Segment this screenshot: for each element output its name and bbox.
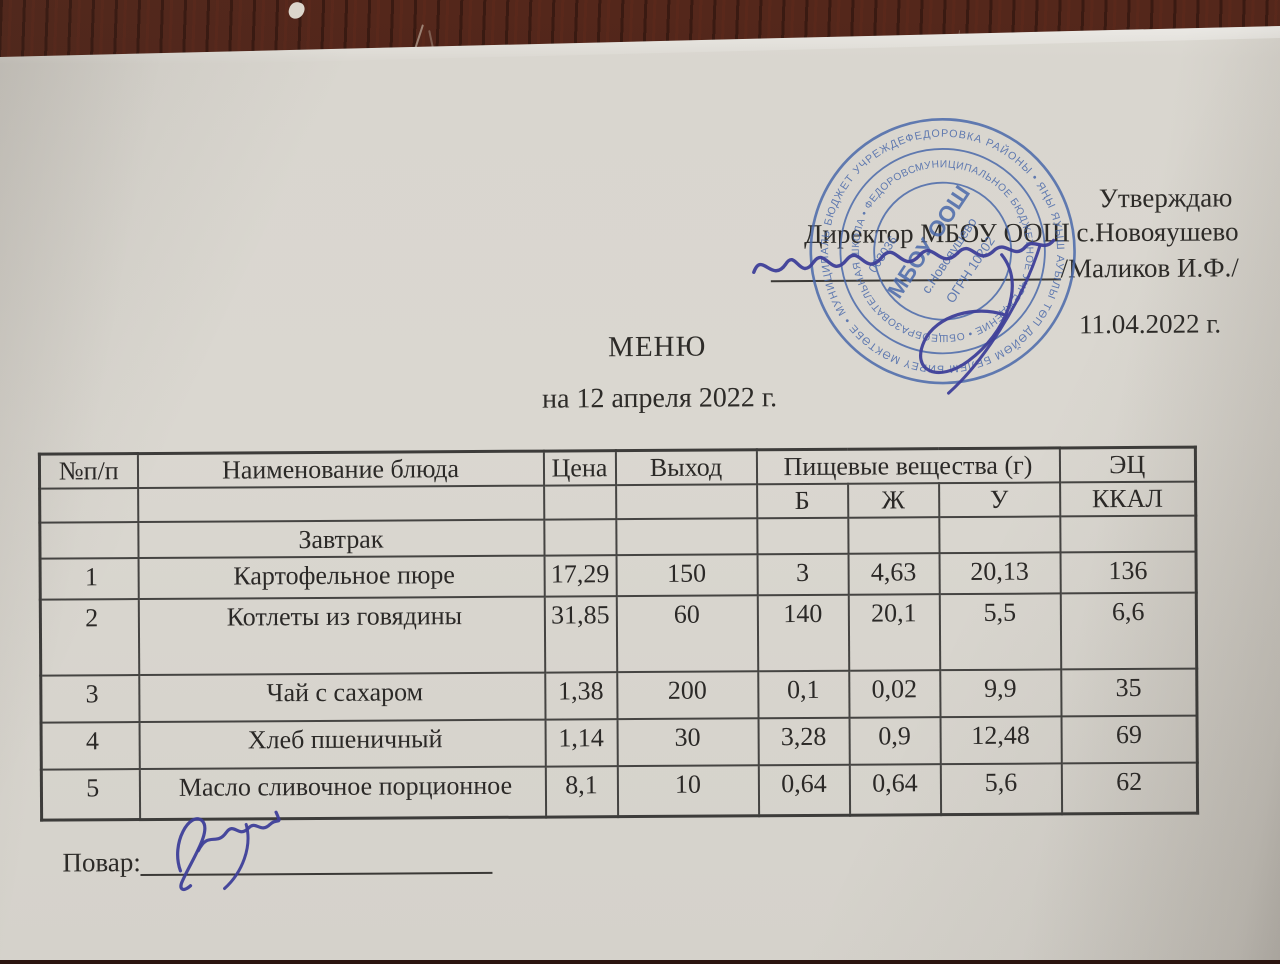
table-row: 4 Хлеб пшеничный 1,14 30 3,28 0,9 12,48 … bbox=[41, 715, 1198, 770]
row-fat: 0,64 bbox=[849, 764, 941, 815]
empty-cell bbox=[39, 522, 139, 559]
row-output: 30 bbox=[617, 718, 759, 767]
empty-cell bbox=[137, 485, 544, 523]
round-stamp: ФЕДОРОВКА РАЙОНЫ • ЯҢЫ ЯУЫШ АУЫЛЫ ТӨП ДӨ… bbox=[804, 111, 1082, 391]
row-carbs: 12,48 bbox=[940, 716, 1062, 765]
menu-table: №п/п Наименование блюда Цена Выход Пищев… bbox=[37, 445, 1200, 822]
row-protein: 0,64 bbox=[758, 764, 850, 816]
empty-cell bbox=[39, 488, 138, 523]
table-row: 3 Чай с сахаром 1,38 200 0,1 0,02 9,9 35 bbox=[40, 668, 1198, 723]
row-protein: 0,1 bbox=[757, 670, 850, 719]
row-output: 200 bbox=[616, 671, 759, 720]
row-protein: 3,28 bbox=[758, 717, 850, 766]
empty-cell bbox=[615, 518, 758, 556]
row-kcal: 6,6 bbox=[1060, 592, 1197, 670]
row-price: 8,1 bbox=[545, 766, 618, 817]
row-num: 1 bbox=[40, 558, 139, 600]
empty-cell bbox=[756, 517, 849, 555]
row-price: 1,38 bbox=[544, 672, 618, 720]
header-output: Выход bbox=[615, 449, 757, 486]
row-num: 3 bbox=[40, 675, 140, 723]
stamp-outer-circle bbox=[809, 117, 1076, 385]
row-output: 60 bbox=[616, 595, 758, 673]
row-kcal: 35 bbox=[1060, 668, 1198, 717]
subheader-kcal: ККАЛ bbox=[1059, 481, 1196, 517]
cook-signature-ink bbox=[176, 810, 281, 891]
stamp-inner-circle bbox=[873, 181, 1013, 321]
row-protein: 3 bbox=[757, 553, 849, 596]
empty-cell bbox=[615, 484, 757, 520]
desk-scratch bbox=[414, 24, 424, 50]
row-kcal: 69 bbox=[1061, 715, 1198, 764]
desk-scratch bbox=[428, 29, 434, 49]
row-output: 10 bbox=[617, 765, 759, 817]
subheader-protein: Б bbox=[756, 483, 848, 519]
row-fat: 20,1 bbox=[848, 594, 940, 671]
row-carbs: 5,5 bbox=[939, 593, 1061, 671]
row-dish: Котлеты из говядины bbox=[138, 596, 545, 676]
empty-cell bbox=[938, 516, 1061, 554]
row-dish: Чай с сахаром bbox=[138, 672, 546, 723]
header-dish: Наименование блюда bbox=[137, 451, 544, 489]
cook-label: Повар: bbox=[62, 847, 141, 878]
header-num: №п/п bbox=[39, 453, 138, 489]
row-num: 4 bbox=[41, 722, 140, 770]
empty-cell bbox=[543, 519, 617, 556]
row-dish: Картофельное пюре bbox=[138, 555, 545, 600]
table-row: 1 Картофельное пюре 17,29 150 3 4,63 20,… bbox=[40, 551, 1197, 600]
row-num: 2 bbox=[40, 599, 139, 676]
row-carbs: 20,13 bbox=[939, 552, 1061, 595]
row-num: 5 bbox=[41, 769, 140, 820]
document-subtitle: на 12 апреля 2022 г. bbox=[541, 382, 778, 415]
row-price: 1,14 bbox=[545, 719, 618, 767]
row-price: 31,85 bbox=[544, 596, 617, 673]
row-dish: Хлеб пшеничный bbox=[139, 719, 546, 770]
empty-cell bbox=[543, 485, 616, 520]
row-output: 150 bbox=[616, 554, 758, 597]
header-nutrients-group: Пищевые вещества (г) bbox=[756, 447, 1060, 485]
row-fat: 0,02 bbox=[848, 670, 941, 718]
row-protein: 140 bbox=[757, 594, 849, 672]
row-carbs: 9,9 bbox=[939, 669, 1062, 718]
row-kcal: 136 bbox=[1060, 551, 1197, 594]
row-fat: 4,63 bbox=[848, 553, 940, 595]
stamp-middle-circle bbox=[839, 148, 1046, 355]
director-signature-ink bbox=[752, 238, 1056, 395]
empty-cell bbox=[1059, 515, 1197, 553]
section-title: Завтрак bbox=[137, 519, 545, 559]
header-price: Цена bbox=[543, 450, 616, 486]
subheader-fat: Ж bbox=[847, 483, 939, 518]
table-row: 2 Котлеты из говядины 31,85 60 140 20,1 … bbox=[40, 592, 1197, 676]
row-kcal: 62 bbox=[1061, 762, 1198, 814]
row-price: 17,29 bbox=[544, 555, 617, 597]
empty-cell bbox=[847, 517, 940, 554]
row-fat: 0,9 bbox=[849, 717, 941, 765]
header-energy: ЭЦ bbox=[1059, 447, 1196, 483]
paint-speck bbox=[286, 0, 307, 22]
row-carbs: 5,6 bbox=[940, 763, 1062, 815]
subheader-carbs: У bbox=[938, 482, 1060, 518]
